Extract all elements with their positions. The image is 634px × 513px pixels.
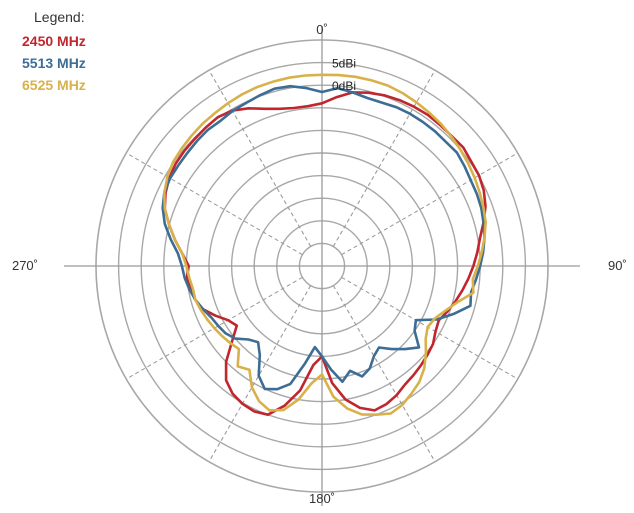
legend-entry-5513-mhz: 5513 MHz xyxy=(22,55,86,71)
series-traces xyxy=(161,73,487,416)
angle-label-90: 90˚ xyxy=(608,258,627,273)
grid-spoke xyxy=(332,70,436,247)
angle-label-0: 0˚ xyxy=(316,22,328,37)
ring-label-5dbi: 5dBi xyxy=(332,57,356,71)
legend-entry-2450-mhz: 2450 MHz xyxy=(22,33,86,49)
series-line-6525-mhz xyxy=(163,73,487,416)
angle-label-270: 270˚ xyxy=(12,258,38,273)
grid-spoke xyxy=(332,285,436,462)
legend-title: Legend: xyxy=(34,9,85,25)
polar-grid xyxy=(64,26,580,506)
grid-spoke xyxy=(341,152,518,256)
ring-label-0dbi: 0dBi xyxy=(332,79,356,93)
angle-label-180: 180˚ xyxy=(309,491,335,506)
grid-spoke xyxy=(341,276,518,380)
grid-spoke xyxy=(208,70,312,247)
grid-spoke xyxy=(126,152,303,256)
series-line-5513-mhz xyxy=(161,84,486,391)
legend-entry-6525-mhz: 6525 MHz xyxy=(22,77,86,93)
axis-labels: 0˚ 90˚ 180˚ 270˚ 5dBi 0dBi xyxy=(12,22,627,506)
series-line-2450-mhz xyxy=(163,91,487,416)
legend: Legend: 2450 MHz 5513 MHz 6525 MHz xyxy=(22,9,86,93)
